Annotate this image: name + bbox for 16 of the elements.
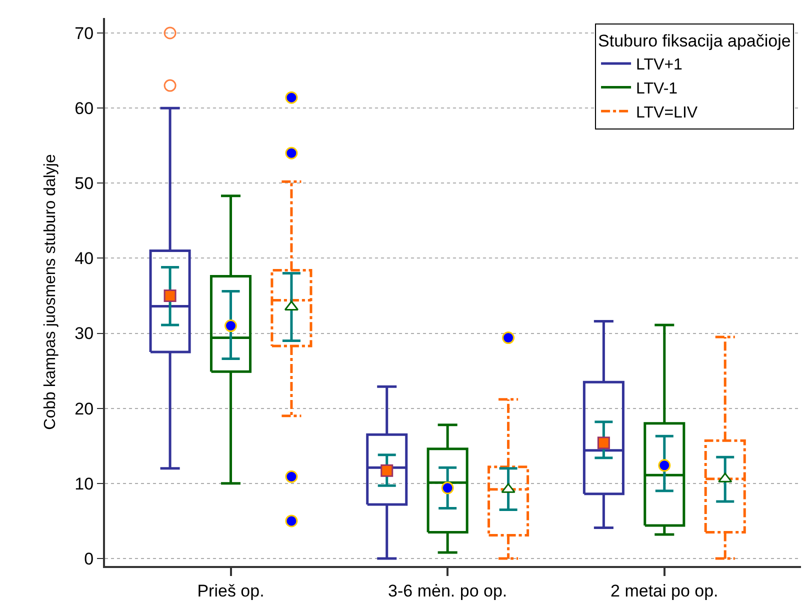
x-tick-label: 2 metai po op.: [610, 581, 718, 600]
y-tick-label: 20: [74, 399, 94, 418]
x-tick-label: 3-6 mėn. po op.: [388, 581, 508, 600]
y-axis-title: Cobb kampas juosmens stuburo dalyje: [42, 154, 60, 430]
y-tick-label: 0: [84, 549, 94, 568]
legend-title: Stuburo fiksacija apačioje: [598, 32, 791, 51]
y-tick-label: 10: [74, 474, 94, 494]
y-tick-label: 50: [74, 174, 94, 194]
legend-label: LTV+1: [636, 56, 683, 74]
y-tick-label: 60: [74, 99, 94, 118]
legend-label: LTV-1: [636, 80, 678, 98]
y-tick-label: 40: [74, 249, 94, 268]
y-tick-label: 70: [74, 24, 94, 43]
legend-label: LTV=LIV: [636, 104, 698, 122]
x-tick-label: Prieš op.: [197, 581, 264, 600]
y-tick-label: 30: [74, 324, 94, 344]
